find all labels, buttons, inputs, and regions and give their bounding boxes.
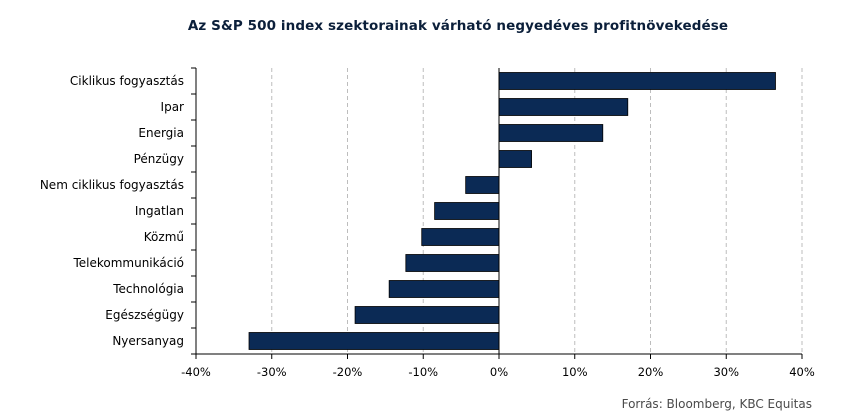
bar — [498, 72, 776, 90]
bar — [421, 228, 500, 246]
bar — [388, 280, 500, 298]
category-label: Telekommunikáció — [72, 256, 184, 270]
category-label: Ipar — [161, 100, 185, 114]
bar — [465, 176, 500, 194]
category-label: Ingatlan — [135, 204, 184, 218]
category-label: Ciklikus fogyasztás — [70, 74, 184, 88]
bar — [354, 306, 500, 324]
bar — [498, 98, 629, 116]
bar — [498, 150, 532, 168]
source-note: Forrás: Bloomberg, KBC Equitas — [621, 397, 812, 411]
category-label: Pénzügy — [134, 152, 184, 166]
x-tick-label: 20% — [638, 365, 664, 379]
tick-labels: -40% -30% -20% -10% 0% 10% 20% 30% 40% — [181, 365, 815, 379]
x-tick-label: 40% — [789, 365, 815, 379]
x-tick-label: -20% — [333, 365, 363, 379]
x-tick-label: -40% — [181, 365, 211, 379]
category-label: Energia — [138, 126, 184, 140]
category-label: Egészségügy — [105, 308, 184, 322]
bar — [405, 254, 500, 272]
bar — [498, 124, 604, 142]
bar — [248, 332, 500, 350]
x-tick-label: -10% — [408, 365, 438, 379]
category-label: Nem ciklikus fogyasztás — [40, 178, 184, 192]
chart-title: Az S&P 500 index szektorainak várható ne… — [187, 18, 729, 34]
x-tick-label: -30% — [257, 365, 287, 379]
bar — [434, 202, 500, 220]
x-tick-label: 30% — [713, 365, 739, 379]
category-labels: Ciklikus fogyasztás Ipar Energia Pénzügy Nem… — [40, 74, 184, 348]
bars — [248, 72, 776, 350]
category-label: Közmű — [144, 230, 184, 244]
x-tick-label: 10% — [562, 365, 588, 379]
x-tick-label: 0% — [490, 365, 508, 379]
category-label: Nyersanyag — [112, 334, 184, 348]
grid-lines — [271, 68, 803, 354]
axes — [191, 67, 803, 359]
category-label: Technológia — [112, 282, 184, 296]
